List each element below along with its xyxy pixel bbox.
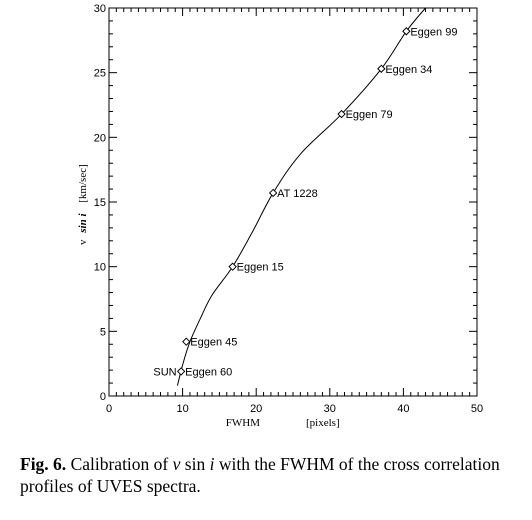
data-point-marker xyxy=(402,27,411,36)
figure-caption: Fig. 6. Calibration of v sin i with the … xyxy=(20,453,525,497)
data-point-label: Eggen 15 xyxy=(237,262,284,274)
caption-label: Fig. 6. xyxy=(20,454,67,474)
data-point-label: Eggen 99 xyxy=(410,26,457,38)
x-tick-label: 50 xyxy=(471,403,483,415)
axis-ticks xyxy=(108,7,478,397)
y-axis-label-v: v xyxy=(77,239,89,245)
svg-text:v sin i [km/sec]: v sin i [km/sec] xyxy=(77,164,89,245)
y-axis-label-sini: sin i xyxy=(77,213,89,234)
caption-math-v: v xyxy=(172,454,181,474)
y-axis-title: v sin i [km/sec] xyxy=(77,164,89,245)
x-tick-label: 40 xyxy=(397,403,409,415)
y-axis-unit: [km/sec] xyxy=(77,164,89,202)
data-point-label: Eggen 34 xyxy=(385,64,432,76)
y-tick-label: 15 xyxy=(94,197,106,209)
y-tick-label: 5 xyxy=(100,326,106,338)
data-point-marker xyxy=(176,367,186,376)
x-axis-title: FWHM [pixels] xyxy=(226,417,340,429)
x-tick-label: 10 xyxy=(176,403,188,415)
y-tick-label: 0 xyxy=(100,391,106,403)
caption-math-i: i xyxy=(209,454,215,474)
data-point-marker xyxy=(228,262,237,271)
calibration-chart: 0 10 20 30 40 50 0 5 10 15 20 25 30 SUN Eggen 60 Eggen… xyxy=(77,3,483,429)
x-tick-label: 20 xyxy=(250,403,262,415)
y-tick-label: 25 xyxy=(94,68,106,80)
x-tick-label: 0 xyxy=(106,403,112,415)
data-point-label: AT 1228 xyxy=(277,188,318,200)
data-point-marker xyxy=(268,188,278,198)
data-point-label: SUN xyxy=(153,366,176,378)
data-point-marker xyxy=(337,109,346,119)
caption-text-after: with the FWHM of the cross correlation p… xyxy=(20,454,500,496)
y-tick-label: 30 xyxy=(94,3,106,15)
data-points: SUN Eggen 60 Eggen 45 Eggen 15 AT 1228 Eggen … xyxy=(153,26,457,378)
data-point-label: Eggen 45 xyxy=(190,337,237,349)
data-point-label: Eggen 79 xyxy=(346,109,393,121)
caption-math-sin: sin xyxy=(180,454,210,474)
y-tick-label: 20 xyxy=(94,132,106,144)
x-axis-label: FWHM xyxy=(226,417,260,429)
data-point-marker xyxy=(377,64,386,73)
caption-text-before: Calibration of xyxy=(66,454,173,474)
data-point-marker xyxy=(182,337,191,346)
axis-tick-labels: 0 10 20 30 40 50 0 5 10 15 20 25 30 xyxy=(94,3,483,415)
x-tick-label: 30 xyxy=(324,403,336,415)
y-tick-label: 10 xyxy=(94,262,106,274)
data-point-label: Eggen 60 xyxy=(185,366,232,378)
x-axis-unit: [pixels] xyxy=(306,417,340,429)
